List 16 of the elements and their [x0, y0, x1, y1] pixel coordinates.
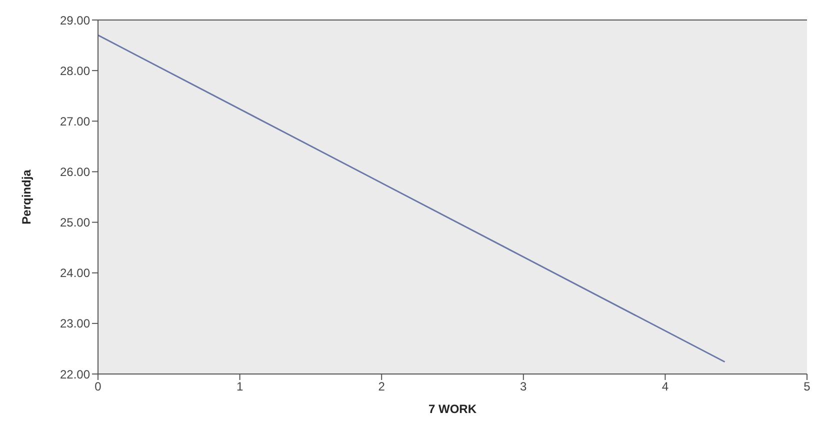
- y-tick-label: 28.00: [60, 64, 90, 78]
- y-tick-label: 27.00: [60, 114, 90, 128]
- x-tick-label: 2: [378, 380, 386, 394]
- y-tick-label: 26.00: [60, 164, 90, 179]
- y-tick-label: 23.00: [60, 316, 90, 331]
- x-tick-label: 5: [804, 380, 811, 394]
- y-tick-label: 22.00: [60, 367, 90, 382]
- y-tick-label: 29.00: [60, 13, 90, 28]
- y-tick-label: 24.00: [60, 266, 90, 280]
- x-tick-label: 4: [662, 380, 669, 394]
- x-axis-title: 7 WORK: [428, 402, 477, 416]
- x-tick-label: 0: [94, 380, 102, 394]
- x-tick-label: 3: [520, 380, 528, 394]
- y-axis-title: Perqindja: [19, 169, 34, 224]
- y-tick-label: 25.00: [60, 216, 90, 230]
- x-tick-label: 1: [236, 380, 244, 394]
